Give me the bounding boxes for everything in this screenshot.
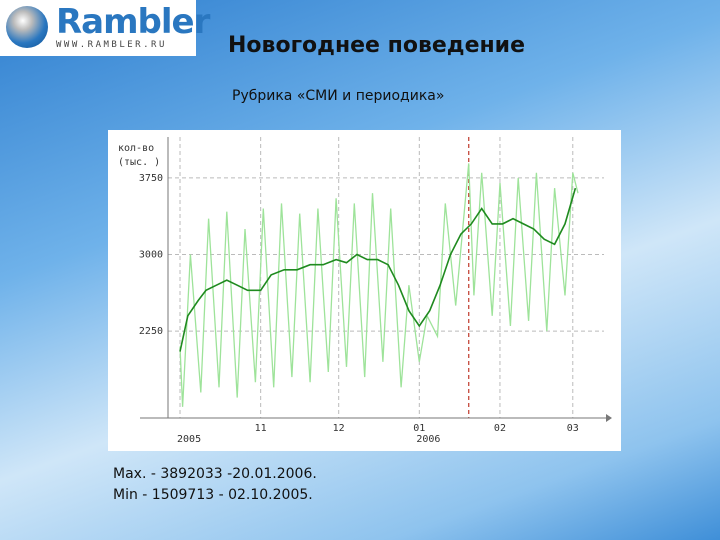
logo-url: WWW.RAMBLER.RU bbox=[56, 40, 167, 50]
y-tick-label: 2250 bbox=[139, 326, 163, 337]
x-tick-label: 02 bbox=[494, 423, 506, 434]
logo: Rambler WWW.RAMBLER.RU bbox=[0, 0, 210, 56]
x-tick-label: 12 bbox=[333, 423, 345, 434]
y-tick-label: 3750 bbox=[139, 173, 163, 184]
slide-subtitle: Рубрика «СМИ и периодика» bbox=[232, 88, 445, 104]
y-axis-label: (тыс. ) bbox=[118, 157, 160, 168]
logo-name: Rambler bbox=[56, 2, 210, 42]
annotation: Min - 1509713 - 02.10.2005. bbox=[113, 487, 313, 503]
annotation: Max. - 3892033 -20.01.2006. bbox=[113, 466, 317, 482]
x-tick-label: 01 bbox=[413, 423, 425, 434]
y-axis-label: кол-во bbox=[118, 143, 154, 154]
year-label: 2005 bbox=[177, 434, 201, 445]
x-axis-arrow bbox=[606, 414, 612, 422]
y-tick-label: 3000 bbox=[139, 250, 163, 261]
x-tick-label: 03 bbox=[567, 423, 579, 434]
series-line bbox=[179, 187, 577, 352]
year-label: 2006 bbox=[416, 434, 440, 445]
plot: 2250 3000 3750 11 12 01 02 03 2005 2006 bbox=[139, 137, 604, 445]
logo-icon bbox=[6, 6, 48, 48]
x-tick-label: 11 bbox=[255, 423, 267, 434]
series-line bbox=[179, 163, 579, 407]
slide-title: Новогоднее поведение bbox=[228, 33, 526, 58]
